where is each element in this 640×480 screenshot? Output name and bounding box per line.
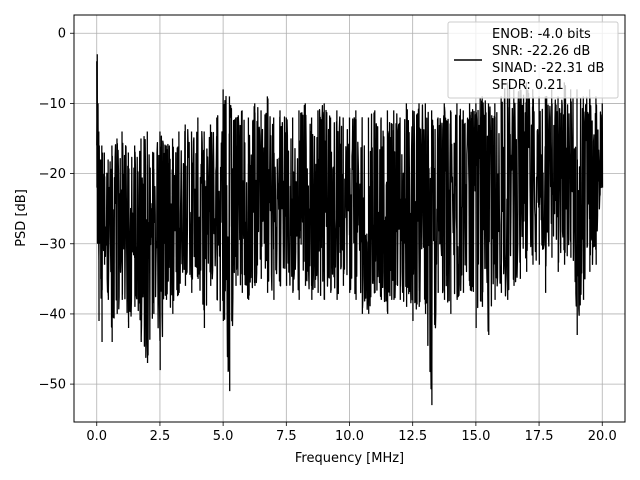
legend-entry-snr: SNR: -22.26 dB	[492, 44, 590, 59]
x-tick-label: 7.5	[276, 429, 297, 444]
x-tick-label: 17.5	[525, 429, 554, 444]
x-tick-label: 2.5	[150, 429, 171, 444]
x-tick-label: 5.0	[213, 429, 234, 444]
legend-box	[447, 21, 619, 99]
y-tick-label: 0	[58, 27, 66, 42]
legend: ENOB: -4.0 bits SNR: -22.26 dB SINAD: -2…	[447, 21, 619, 99]
legend-entry-sfdr: SFDR: 0.21	[492, 78, 564, 93]
x-tick-label: 10.0	[335, 429, 364, 444]
y-tick-label: −50	[39, 378, 66, 393]
x-tick-label: 12.5	[398, 429, 427, 444]
legend-entry-sinad: SINAD: -22.31 dB	[492, 61, 604, 76]
legend-entry-enob: ENOB: -4.0 bits	[492, 27, 591, 42]
x-tick-label: 20.0	[588, 429, 617, 444]
x-tick-label: 15.0	[461, 429, 490, 444]
y-axis-label: PSD [dB]	[14, 189, 29, 247]
axis-ticks: 0.0 2.5 5.0 7.5 10.0 12.5 15.0 17.5 20.0 0 −10 −20 −…	[39, 27, 617, 444]
x-tick-label: 0.0	[86, 429, 107, 444]
psd-trace	[96, 54, 604, 406]
x-axis-label: Frequency [MHz]	[295, 451, 404, 466]
y-tick-label: −20	[39, 167, 66, 182]
psd-series-line	[96, 54, 604, 406]
y-tick-label: −10	[39, 97, 66, 112]
y-tick-label: −40	[39, 307, 66, 322]
y-tick-label: −30	[39, 237, 66, 252]
